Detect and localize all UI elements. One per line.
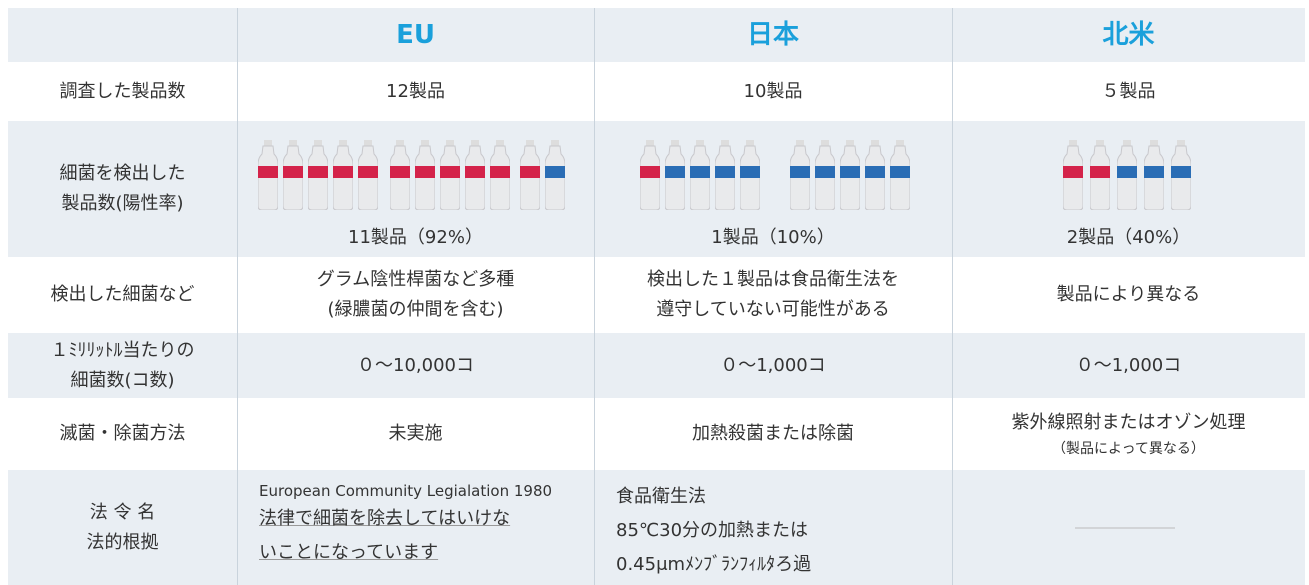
cell-text: 細菌を検出した <box>60 159 186 189</box>
cell-text: 日本 <box>747 20 799 50</box>
cell-text: European Community Legialation 1980 <box>259 480 552 502</box>
cell: グラム陰性桿菌など多種(緑膿菌の仲間を含む) <box>237 257 594 333</box>
cell: 紫外線照射またはオゾン処理（製品によって異なる） <box>952 398 1305 470</box>
cell-text: ５製品 <box>1102 77 1156 107</box>
cell-text: 未実施 <box>389 419 443 449</box>
cell: 北米 <box>952 8 1305 62</box>
cell-text: 調査した製品数 <box>60 77 186 107</box>
cell-text: 12製品 <box>386 77 445 107</box>
cell: 2製品（40%） <box>952 121 1305 257</box>
cell-text: ０～1,000コ <box>1076 351 1182 381</box>
cell: 法 令 名法的根拠 <box>8 470 237 585</box>
cell: 1製品（10%） <box>594 121 952 257</box>
cell: 検出した細菌など <box>8 257 237 333</box>
cell: 10製品 <box>594 62 952 121</box>
cell: ０～10,000コ <box>237 333 594 398</box>
cell-text: 北米 <box>1102 20 1154 50</box>
comparison-table: EU 日本 北米調査した製品数 12製品 10製品 ５製品細菌を検出した製品数(陽性率) 1… <box>0 0 1309 585</box>
cell: 検出した１製品は食品衛生法を遵守していない可能性がある <box>594 257 952 333</box>
cell: 未実施 <box>237 398 594 470</box>
cell-text: 法 令 名 <box>90 498 155 528</box>
cell: １ﾐﾘﾘｯﾄﾙ当たりの細菌数(コ数) <box>8 333 237 398</box>
cell: 12製品 <box>237 62 594 121</box>
cell-text: 滅菌・除菌方法 <box>60 419 186 449</box>
cell: EU <box>237 8 594 62</box>
cell-text: 製品により異なる <box>1057 280 1201 310</box>
cell-text: 細菌数(コ数) <box>70 366 174 396</box>
cell-text: いことになっています <box>259 536 438 570</box>
cell-text: 11製品（92%） <box>348 223 483 253</box>
cell: 細菌を検出した製品数(陽性率) <box>8 121 237 257</box>
cell-text: 0.45μmﾒﾝﾌﾞﾗﾝﾌｨﾙﾀろ過 <box>616 548 811 582</box>
cell-text: ０～1,000コ <box>720 351 826 381</box>
cell-text: 製品数(陽性率) <box>61 189 183 219</box>
cell-text: 検出した細菌など <box>51 280 195 310</box>
cell: 日本 <box>594 8 952 62</box>
cell-text: EU <box>396 20 435 50</box>
cell-text: 検出した１製品は食品衛生法を <box>647 265 899 295</box>
cell: 11製品（92%） <box>237 121 594 257</box>
cell-text: １ﾐﾘﾘｯﾄﾙ当たりの <box>51 336 195 366</box>
cell <box>952 470 1305 585</box>
cell: 加熱殺菌または除菌 <box>594 398 952 470</box>
cell-text: (緑膿菌の仲間を含む) <box>327 295 503 325</box>
cell: ０～1,000コ <box>952 333 1305 398</box>
cell-text: 法的根拠 <box>87 528 159 558</box>
cell-text: ０～10,000コ <box>357 351 474 381</box>
cell-text: 1製品（10%） <box>711 223 834 253</box>
cell-text: 2製品（40%） <box>1067 223 1190 253</box>
cell: 調査した製品数 <box>8 62 237 121</box>
cell-text: 食品衛生法 <box>616 480 706 514</box>
cell-text: グラム陰性桿菌など多種 <box>317 265 514 295</box>
cell: ５製品 <box>952 62 1305 121</box>
cell-text: 紫外線照射またはオゾン処理 <box>1012 408 1246 438</box>
cell-text: （製品によって異なる） <box>1052 438 1205 460</box>
cell-text: 法律で細菌を除去してはいけな <box>259 502 510 536</box>
cell-text: 遵守していない可能性がある <box>656 295 889 325</box>
cell: ０～1,000コ <box>594 333 952 398</box>
cell-text: 加熱殺菌または除菌 <box>692 419 854 449</box>
cell: 滅菌・除菌方法 <box>8 398 237 470</box>
cell-text: 85℃30分の加熱または <box>616 514 808 548</box>
cell: 製品により異なる <box>952 257 1305 333</box>
cell-text: 10製品 <box>744 77 803 107</box>
